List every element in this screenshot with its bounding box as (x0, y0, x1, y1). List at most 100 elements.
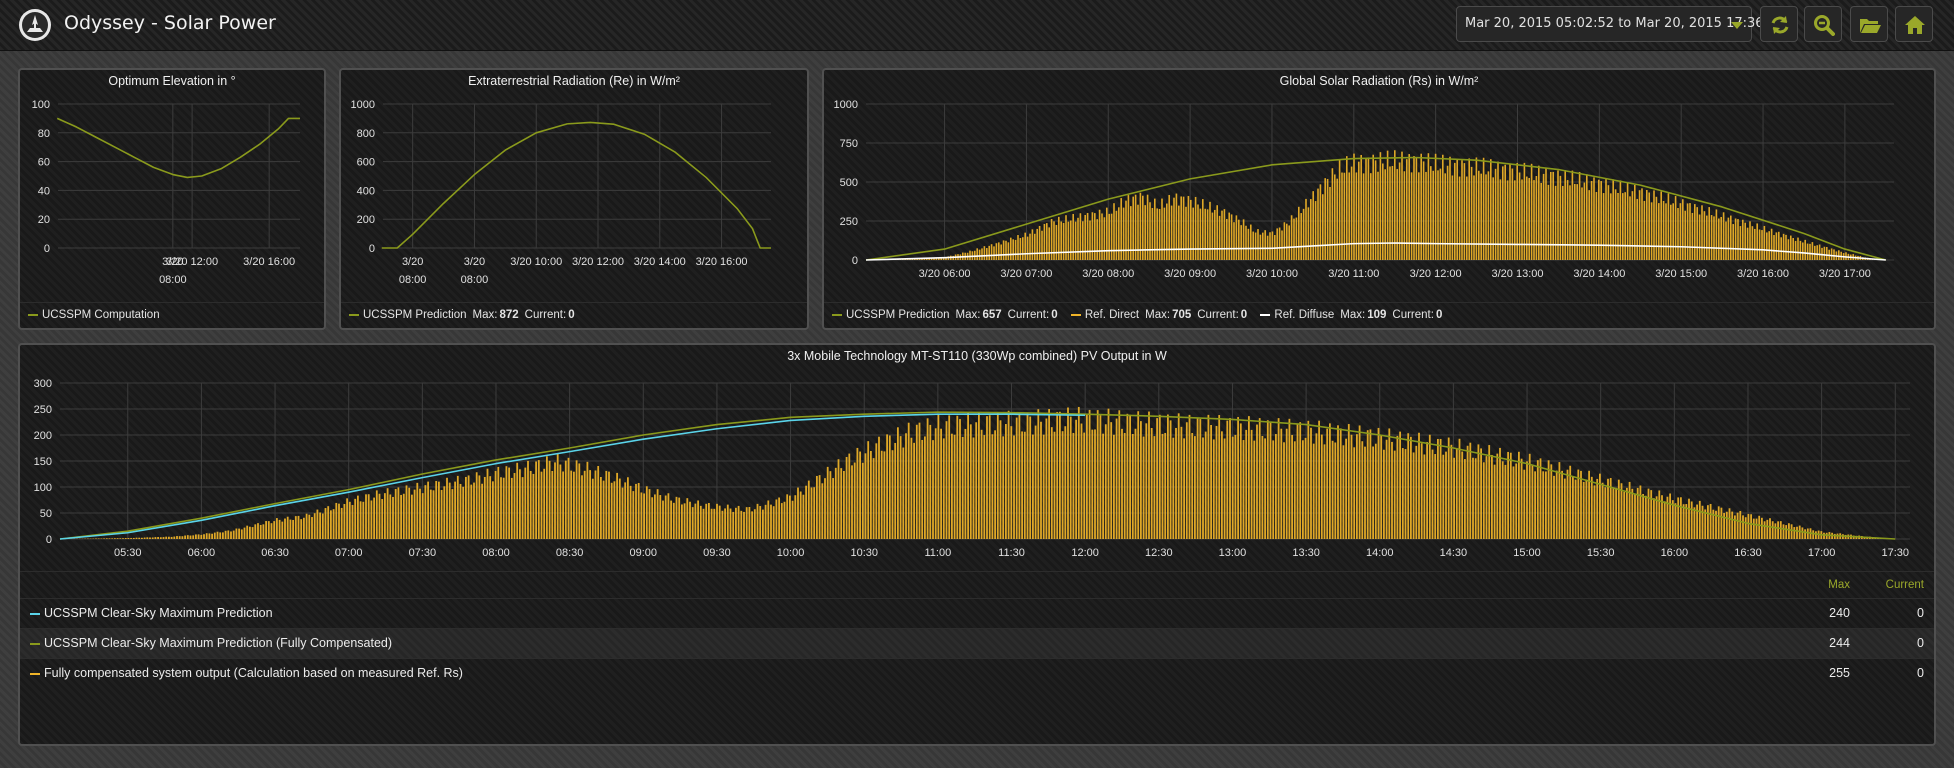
max-column-header[interactable]: Max (1828, 579, 1850, 591)
refresh-button[interactable] (1760, 6, 1798, 42)
current-column-header[interactable]: Current (1885, 579, 1924, 591)
data-bar (938, 257, 940, 260)
data-bar (154, 537, 157, 539)
data-bar (435, 480, 438, 539)
data-bar (1667, 193, 1670, 260)
legend-max-value: 872 (499, 309, 519, 321)
legend-item[interactable]: UCSSPM Prediction Max: 657 Current: 0 (832, 309, 1058, 321)
x-tick-label: 09:00 (630, 547, 658, 559)
data-bar (813, 487, 816, 539)
data-bar (1477, 444, 1480, 539)
data-bar (238, 528, 240, 539)
data-bar (1717, 506, 1720, 539)
data-bar (629, 485, 632, 539)
data-bar (1007, 410, 1010, 539)
data-bar (1818, 244, 1821, 260)
table-row[interactable]: Fully compensated system output (Calcula… (20, 658, 1934, 688)
data-bar (1461, 451, 1464, 539)
data-bar (651, 497, 654, 539)
data-bar (1512, 466, 1515, 539)
data-bar (907, 422, 910, 539)
date-range-picker[interactable]: Mar 20, 2015 05:02:52 to Mar 20, 2015 17… (1456, 6, 1784, 42)
data-bar (473, 482, 475, 539)
data-bar (1242, 219, 1245, 260)
data-bar (394, 489, 397, 539)
legend-item[interactable]: UCSSPM Prediction Max: 872 Current: 0 (349, 309, 575, 321)
data-bar (899, 436, 902, 539)
data-bar (832, 478, 834, 539)
data-bar (872, 458, 875, 539)
data-bar (915, 424, 918, 539)
data-bar (1689, 203, 1691, 260)
legend-item[interactable]: Ref. Direct Max: 705 Current: 0 (1070, 309, 1247, 321)
data-bar (313, 513, 316, 539)
data-bar (384, 493, 386, 539)
data-bar (168, 536, 170, 539)
data-bar (1074, 221, 1077, 260)
app-title: Odyssey - Solar Power (64, 12, 276, 34)
data-bar (1653, 498, 1655, 539)
open-button[interactable] (1850, 6, 1888, 42)
table-row[interactable]: UCSSPM Clear-Sky Maximum Prediction (Ful… (20, 628, 1934, 658)
data-bar (1173, 197, 1175, 260)
data-bar (1166, 203, 1168, 260)
data-bar (1056, 412, 1059, 539)
data-bar (645, 486, 648, 539)
y-tick-label: 200 (34, 430, 52, 442)
data-bar (859, 451, 861, 539)
x-tick-label: 11:30 (998, 547, 1025, 559)
data-bar (802, 494, 805, 539)
legend-item[interactable]: Ref. Diffuse Max: 109 Current: 0 (1260, 309, 1442, 321)
data-bar (1731, 511, 1734, 539)
data-bar (1773, 235, 1775, 260)
data-bar (1290, 215, 1293, 260)
data-bar (735, 507, 737, 539)
data-bar (1474, 458, 1477, 539)
data-bar (1718, 218, 1720, 260)
legend-item[interactable]: UCSSPM Computation (28, 309, 160, 321)
data-bar (670, 500, 672, 539)
data-bar (1604, 487, 1607, 539)
data-bar (203, 534, 205, 539)
data-bar (1588, 470, 1590, 539)
data-bar (1758, 229, 1761, 260)
data-bar (1646, 189, 1648, 260)
data-bar (1418, 432, 1420, 539)
data-bar (1134, 194, 1137, 260)
data-bar (200, 534, 203, 539)
data-bar (791, 500, 794, 539)
data-bar (1833, 533, 1836, 539)
x-tick-label: 3/20 14:00 (1573, 268, 1625, 280)
x-tick-label: 14:00 (1366, 547, 1394, 559)
data-bar (1061, 431, 1064, 539)
home-button[interactable] (1895, 6, 1933, 42)
data-bar (1108, 213, 1110, 260)
data-bar (1180, 196, 1182, 260)
data-bar (1324, 178, 1326, 260)
zoom-out-button[interactable] (1804, 6, 1842, 42)
data-bar (1833, 249, 1835, 260)
series-max: 244 (1829, 636, 1850, 650)
data-bar (1156, 208, 1158, 260)
legend-swatch (1070, 313, 1081, 316)
data-bar (1628, 481, 1631, 539)
data-bar (1231, 436, 1234, 539)
data-bar (1746, 227, 1749, 260)
date-range-label: Mar 20, 2015 05:02:52 to Mar 20, 2015 17… (1465, 16, 1785, 31)
table-row[interactable]: UCSSPM Clear-Sky Maximum Prediction 240 … (20, 598, 1934, 628)
data-bar (1715, 209, 1718, 260)
data-bar (853, 462, 856, 539)
data-bar (986, 416, 988, 539)
data-bar (1454, 162, 1456, 260)
pv-panel: 3x Mobile Technology MT-ST110 (330Wp com… (18, 343, 1936, 746)
data-bar (583, 470, 586, 539)
data-bar (1727, 217, 1730, 260)
data-bar (1629, 196, 1631, 260)
data-bar (197, 534, 200, 539)
data-bar (945, 257, 947, 260)
data-bar (913, 442, 915, 539)
data-bar (1115, 210, 1118, 260)
data-bar (1050, 427, 1053, 539)
data-bar (635, 483, 637, 539)
data-bar (1430, 166, 1432, 260)
